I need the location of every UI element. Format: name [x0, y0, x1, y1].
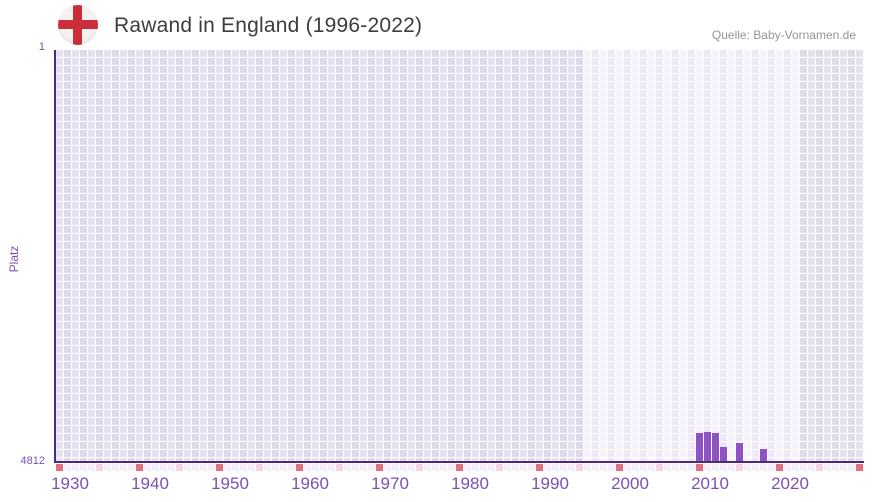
y-axis-title: Platz — [7, 245, 21, 273]
x-tick-label-2000: 2000 — [611, 474, 649, 493]
england-flag-icon — [58, 5, 98, 45]
background-band-pre-data — [56, 50, 584, 461]
bar-2010[interactable] — [696, 433, 703, 461]
x-tick-label-1930: 1930 — [51, 474, 89, 493]
x-tick-label-2010: 2010 — [691, 474, 729, 493]
x-tick-label-1960: 1960 — [291, 474, 329, 493]
x-tick-label-2020: 2020 — [771, 474, 809, 493]
bar-2013[interactable] — [720, 447, 727, 461]
bar-2011[interactable] — [704, 432, 711, 461]
x-axis-decade-strip — [56, 464, 864, 471]
background-band-post-data — [800, 50, 864, 461]
x-axis-labels: 1930 1940 1950 1960 1970 1980 1990 2000 2010 2020 — [51, 474, 864, 496]
x-tick-label-1970: 1970 — [371, 474, 409, 493]
bar-2012[interactable] — [712, 433, 719, 461]
x-tick-label-1940: 1940 — [131, 474, 169, 493]
x-tick-label-1980: 1980 — [451, 474, 489, 493]
y-axis-max-label: 1 — [38, 41, 45, 53]
flag-cross-horizontal — [58, 20, 98, 29]
bar-2015[interactable] — [736, 443, 743, 461]
background-band-data-period — [584, 50, 800, 461]
plot-area — [54, 50, 864, 463]
x-tick-label-1950: 1950 — [211, 474, 249, 493]
x-tick-label-1990: 1990 — [531, 474, 569, 493]
chart-title: Rawand in England (1996-2022) — [114, 14, 423, 37]
bar-2018[interactable] — [760, 449, 767, 461]
source-attribution: Quelle: Baby-Vornamen.de — [711, 28, 856, 42]
y-axis-min-label: 4812 — [20, 455, 45, 467]
